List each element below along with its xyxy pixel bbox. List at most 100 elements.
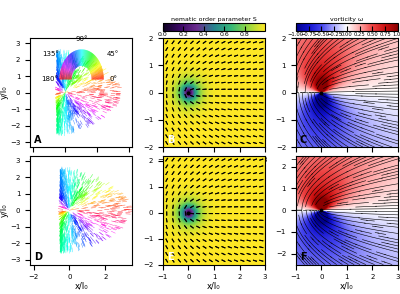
FancyArrowPatch shape bbox=[387, 243, 388, 244]
FancyArrowPatch shape bbox=[341, 260, 342, 261]
FancyArrowPatch shape bbox=[341, 126, 342, 127]
FancyArrowPatch shape bbox=[328, 177, 330, 178]
FancyArrowPatch shape bbox=[299, 258, 300, 259]
FancyArrowPatch shape bbox=[355, 244, 357, 245]
FancyArrowPatch shape bbox=[313, 259, 314, 260]
X-axis label: nematic order parameter S: nematic order parameter S bbox=[171, 17, 257, 22]
FancyArrowPatch shape bbox=[318, 250, 319, 251]
FancyArrowPatch shape bbox=[384, 168, 386, 169]
FancyArrowPatch shape bbox=[349, 237, 350, 238]
Text: E: E bbox=[167, 252, 174, 262]
FancyArrowPatch shape bbox=[317, 46, 318, 47]
FancyArrowPatch shape bbox=[310, 258, 311, 260]
FancyArrowPatch shape bbox=[315, 166, 316, 167]
FancyArrowPatch shape bbox=[308, 249, 309, 250]
FancyArrowPatch shape bbox=[353, 225, 354, 226]
X-axis label: x/l₀: x/l₀ bbox=[207, 282, 221, 291]
FancyArrowPatch shape bbox=[329, 246, 330, 247]
FancyArrowPatch shape bbox=[318, 57, 319, 58]
FancyArrowPatch shape bbox=[298, 142, 299, 143]
Text: D: D bbox=[34, 252, 42, 262]
FancyArrowPatch shape bbox=[376, 141, 377, 142]
Y-axis label: y/l₀: y/l₀ bbox=[0, 203, 8, 217]
FancyArrowPatch shape bbox=[318, 240, 319, 242]
FancyArrowPatch shape bbox=[302, 163, 304, 164]
FancyArrowPatch shape bbox=[336, 67, 338, 68]
FancyArrowPatch shape bbox=[314, 73, 315, 74]
X-axis label: x/l₀: x/l₀ bbox=[207, 164, 221, 173]
FancyArrowPatch shape bbox=[336, 117, 338, 118]
FancyArrowPatch shape bbox=[356, 115, 358, 116]
X-axis label: x/l₀: x/l₀ bbox=[340, 282, 354, 291]
FancyArrowPatch shape bbox=[304, 167, 305, 168]
X-axis label: x/l₀: x/l₀ bbox=[74, 282, 88, 291]
FancyArrowPatch shape bbox=[350, 259, 351, 260]
FancyArrowPatch shape bbox=[301, 137, 302, 138]
FancyArrowPatch shape bbox=[301, 47, 302, 48]
FancyArrowPatch shape bbox=[309, 245, 310, 246]
FancyArrowPatch shape bbox=[369, 256, 371, 257]
FancyArrowPatch shape bbox=[318, 179, 319, 180]
FancyArrowPatch shape bbox=[354, 121, 356, 122]
FancyArrowPatch shape bbox=[318, 41, 319, 43]
FancyArrowPatch shape bbox=[303, 133, 304, 134]
FancyArrowPatch shape bbox=[347, 125, 348, 126]
FancyArrowPatch shape bbox=[331, 243, 332, 244]
FancyArrowPatch shape bbox=[306, 104, 307, 105]
FancyArrowPatch shape bbox=[301, 223, 302, 225]
FancyArrowPatch shape bbox=[307, 258, 308, 259]
Y-axis label: y/l₀: y/l₀ bbox=[0, 86, 8, 99]
FancyArrowPatch shape bbox=[312, 173, 313, 175]
FancyArrowPatch shape bbox=[334, 57, 335, 58]
FancyArrowPatch shape bbox=[325, 122, 326, 123]
X-axis label: x/l₀: x/l₀ bbox=[340, 164, 354, 173]
FancyArrowPatch shape bbox=[298, 186, 299, 188]
FancyArrowPatch shape bbox=[384, 254, 386, 255]
FancyArrowPatch shape bbox=[327, 134, 328, 135]
FancyArrowPatch shape bbox=[331, 232, 332, 233]
FancyArrowPatch shape bbox=[352, 57, 354, 58]
FancyArrowPatch shape bbox=[350, 161, 351, 162]
FancyArrowPatch shape bbox=[317, 62, 318, 63]
FancyArrowPatch shape bbox=[316, 141, 317, 142]
FancyArrowPatch shape bbox=[306, 120, 307, 121]
FancyArrowPatch shape bbox=[351, 231, 352, 232]
Text: C: C bbox=[300, 135, 307, 145]
FancyArrowPatch shape bbox=[390, 126, 391, 127]
FancyArrowPatch shape bbox=[332, 135, 333, 136]
FancyArrowPatch shape bbox=[299, 161, 300, 163]
FancyArrowPatch shape bbox=[344, 242, 346, 243]
FancyArrowPatch shape bbox=[360, 64, 362, 65]
FancyArrowPatch shape bbox=[304, 258, 305, 259]
FancyArrowPatch shape bbox=[365, 67, 366, 68]
FancyArrowPatch shape bbox=[346, 171, 348, 172]
FancyArrowPatch shape bbox=[352, 52, 353, 53]
FancyArrowPatch shape bbox=[379, 244, 380, 245]
FancyArrowPatch shape bbox=[314, 52, 315, 53]
FancyArrowPatch shape bbox=[298, 42, 299, 43]
FancyArrowPatch shape bbox=[303, 51, 304, 53]
FancyArrowPatch shape bbox=[324, 124, 325, 125]
FancyArrowPatch shape bbox=[340, 49, 342, 50]
FancyArrowPatch shape bbox=[324, 141, 326, 142]
FancyArrowPatch shape bbox=[317, 54, 318, 55]
FancyArrowPatch shape bbox=[312, 122, 313, 123]
FancyArrowPatch shape bbox=[299, 245, 300, 246]
FancyArrowPatch shape bbox=[312, 239, 313, 240]
FancyArrowPatch shape bbox=[300, 256, 301, 257]
FancyArrowPatch shape bbox=[330, 257, 332, 258]
Text: F: F bbox=[300, 252, 306, 262]
FancyArrowPatch shape bbox=[315, 225, 316, 227]
FancyArrowPatch shape bbox=[319, 141, 320, 142]
FancyArrowPatch shape bbox=[309, 183, 310, 185]
FancyArrowPatch shape bbox=[346, 115, 347, 116]
FancyArrowPatch shape bbox=[346, 248, 348, 249]
FancyArrowPatch shape bbox=[364, 72, 366, 73]
FancyArrowPatch shape bbox=[347, 42, 348, 43]
FancyArrowPatch shape bbox=[390, 49, 391, 50]
FancyArrowPatch shape bbox=[312, 176, 314, 178]
Text: A: A bbox=[34, 135, 42, 145]
FancyArrowPatch shape bbox=[376, 45, 378, 46]
FancyArrowPatch shape bbox=[361, 143, 362, 144]
X-axis label: vorticity ω: vorticity ω bbox=[330, 17, 364, 22]
